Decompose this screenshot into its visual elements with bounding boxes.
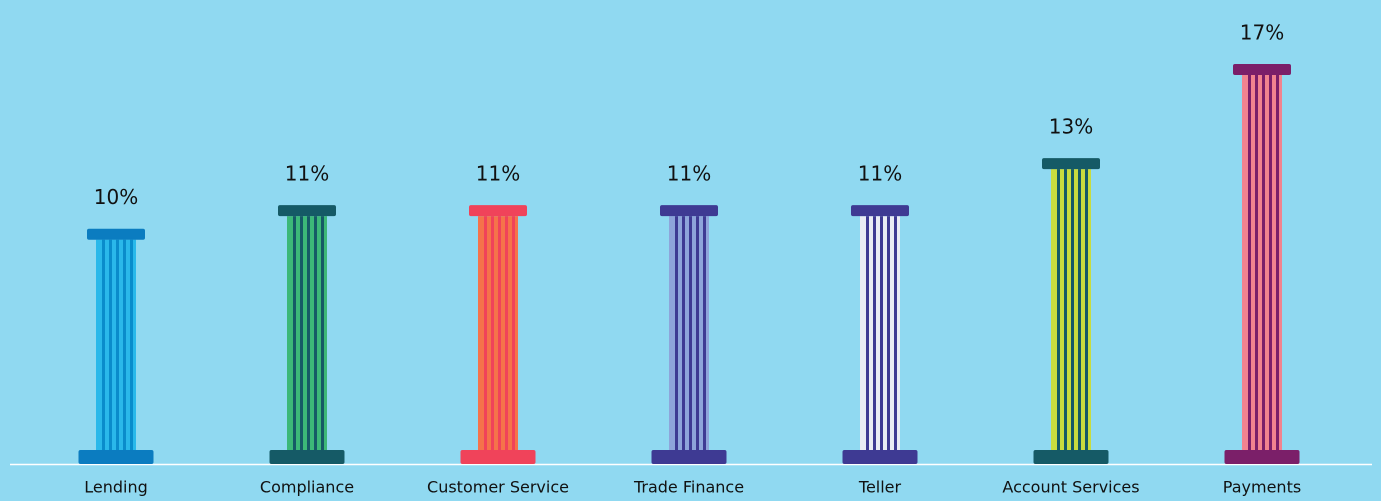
pillar-top-cap [1233, 64, 1291, 75]
pillar-stripe [491, 216, 494, 450]
pillar-stripe [696, 216, 699, 450]
pillar-top-cap [1042, 158, 1100, 170]
pillar-stripe [675, 216, 678, 450]
category-label: Trade Finance [633, 478, 744, 497]
category-label: Account Services [1002, 478, 1139, 497]
pillar-stripe [887, 216, 890, 450]
pillar-stripe [1262, 75, 1265, 450]
pillar-stripe [1064, 169, 1067, 450]
pillar-top-cap [87, 228, 145, 240]
pillar-stripe [102, 239, 105, 450]
pillar-base [842, 450, 918, 464]
value-label: 11% [476, 162, 520, 186]
pillar-stripe [1078, 169, 1081, 450]
pillar-stripe [703, 216, 706, 450]
category-label: Compliance [260, 478, 354, 497]
pillar-stripe [1085, 169, 1088, 450]
pillar-stripe [484, 216, 487, 450]
pillar-stripe [498, 216, 501, 450]
category-label: Lending [84, 478, 148, 497]
pillar-stripe [109, 239, 112, 450]
category-label: Teller [858, 478, 902, 497]
pillar-stripe [505, 216, 508, 450]
pillar-stripe [293, 216, 296, 450]
pillar-base [460, 450, 536, 464]
pillar-stripe [1248, 75, 1251, 450]
pillar-stripe [307, 216, 310, 450]
pillar-stripe [314, 216, 317, 450]
pillar-top-cap [469, 205, 527, 217]
pillar-stripe [682, 216, 685, 450]
pillar-stripe [1276, 75, 1279, 450]
value-label: 11% [667, 162, 711, 186]
value-label: 17% [1240, 21, 1284, 45]
pillar-top-cap [660, 205, 718, 217]
value-label: 10% [94, 185, 138, 209]
pillar-stripe [512, 216, 515, 450]
pillar-top-cap [278, 205, 336, 217]
pillar-stripe [300, 216, 303, 450]
pillar-top-cap [851, 205, 909, 217]
pillar-stripe [689, 216, 692, 450]
pillar-base [78, 450, 154, 464]
value-label: 11% [858, 162, 902, 186]
value-label: 13% [1049, 115, 1093, 139]
pillar-stripe [116, 239, 119, 450]
pillar-stripe [1269, 75, 1272, 450]
pillar-stripe [1255, 75, 1258, 450]
pillar-base [1033, 450, 1109, 464]
pillar-stripe [1057, 169, 1060, 450]
category-label: Customer Service [427, 478, 569, 497]
pillar-base [1224, 450, 1300, 464]
value-label: 11% [285, 162, 329, 186]
pillar-stripe [321, 216, 324, 450]
pillar-base [651, 450, 727, 464]
category-label: Payments [1223, 478, 1301, 497]
pillar-stripe [123, 239, 126, 450]
pillar-stripe [1071, 169, 1074, 450]
pillar-base [269, 450, 345, 464]
pillar-stripe [873, 216, 876, 450]
pillar-stripe [894, 216, 897, 450]
pillar-stripe [866, 216, 869, 450]
pillar-stripe [880, 216, 883, 450]
pillar-stripe [130, 239, 133, 450]
